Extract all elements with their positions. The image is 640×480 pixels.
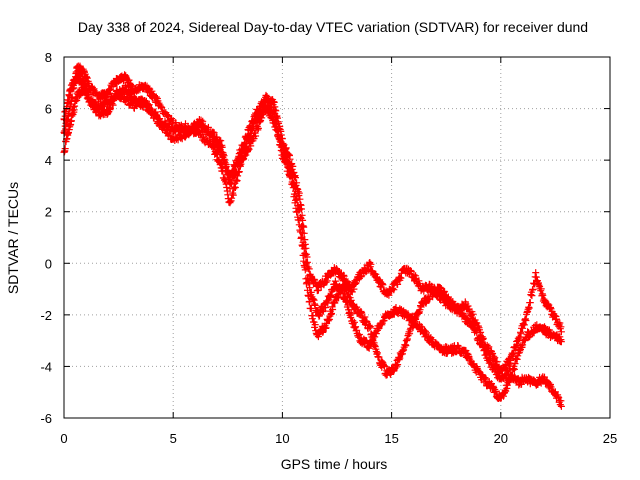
x-tick-label: 20 [494,431,508,446]
grid-lines [64,57,610,418]
y-tick-label: -6 [40,411,52,426]
x-tick-label: 25 [603,431,617,446]
y-tick-label: 0 [45,256,52,271]
y-axis-label: SDTVAR / TECUs [5,182,21,294]
plot-frame [63,56,611,419]
x-axis-label: GPS time / hours [281,456,388,472]
chart-title: Day 338 of 2024, Sidereal Day-to-day VTE… [78,19,588,35]
y-tick-label: 2 [45,205,52,220]
y-tick-label: 4 [45,153,52,168]
y-tick-label: 8 [45,50,52,65]
data-points [60,62,565,410]
axis-ticks: 0 5 10 15 20 25 -6 -4 -2 0 2 4 6 8 [40,50,617,446]
y-tick-label: -2 [40,308,52,323]
y-tick-label: -4 [40,359,52,374]
x-tick-label: 5 [170,431,177,446]
x-tick-label: 15 [384,431,398,446]
x-tick-label: 0 [60,431,67,446]
x-tick-label: 10 [275,431,289,446]
y-tick-label: 6 [45,102,52,117]
